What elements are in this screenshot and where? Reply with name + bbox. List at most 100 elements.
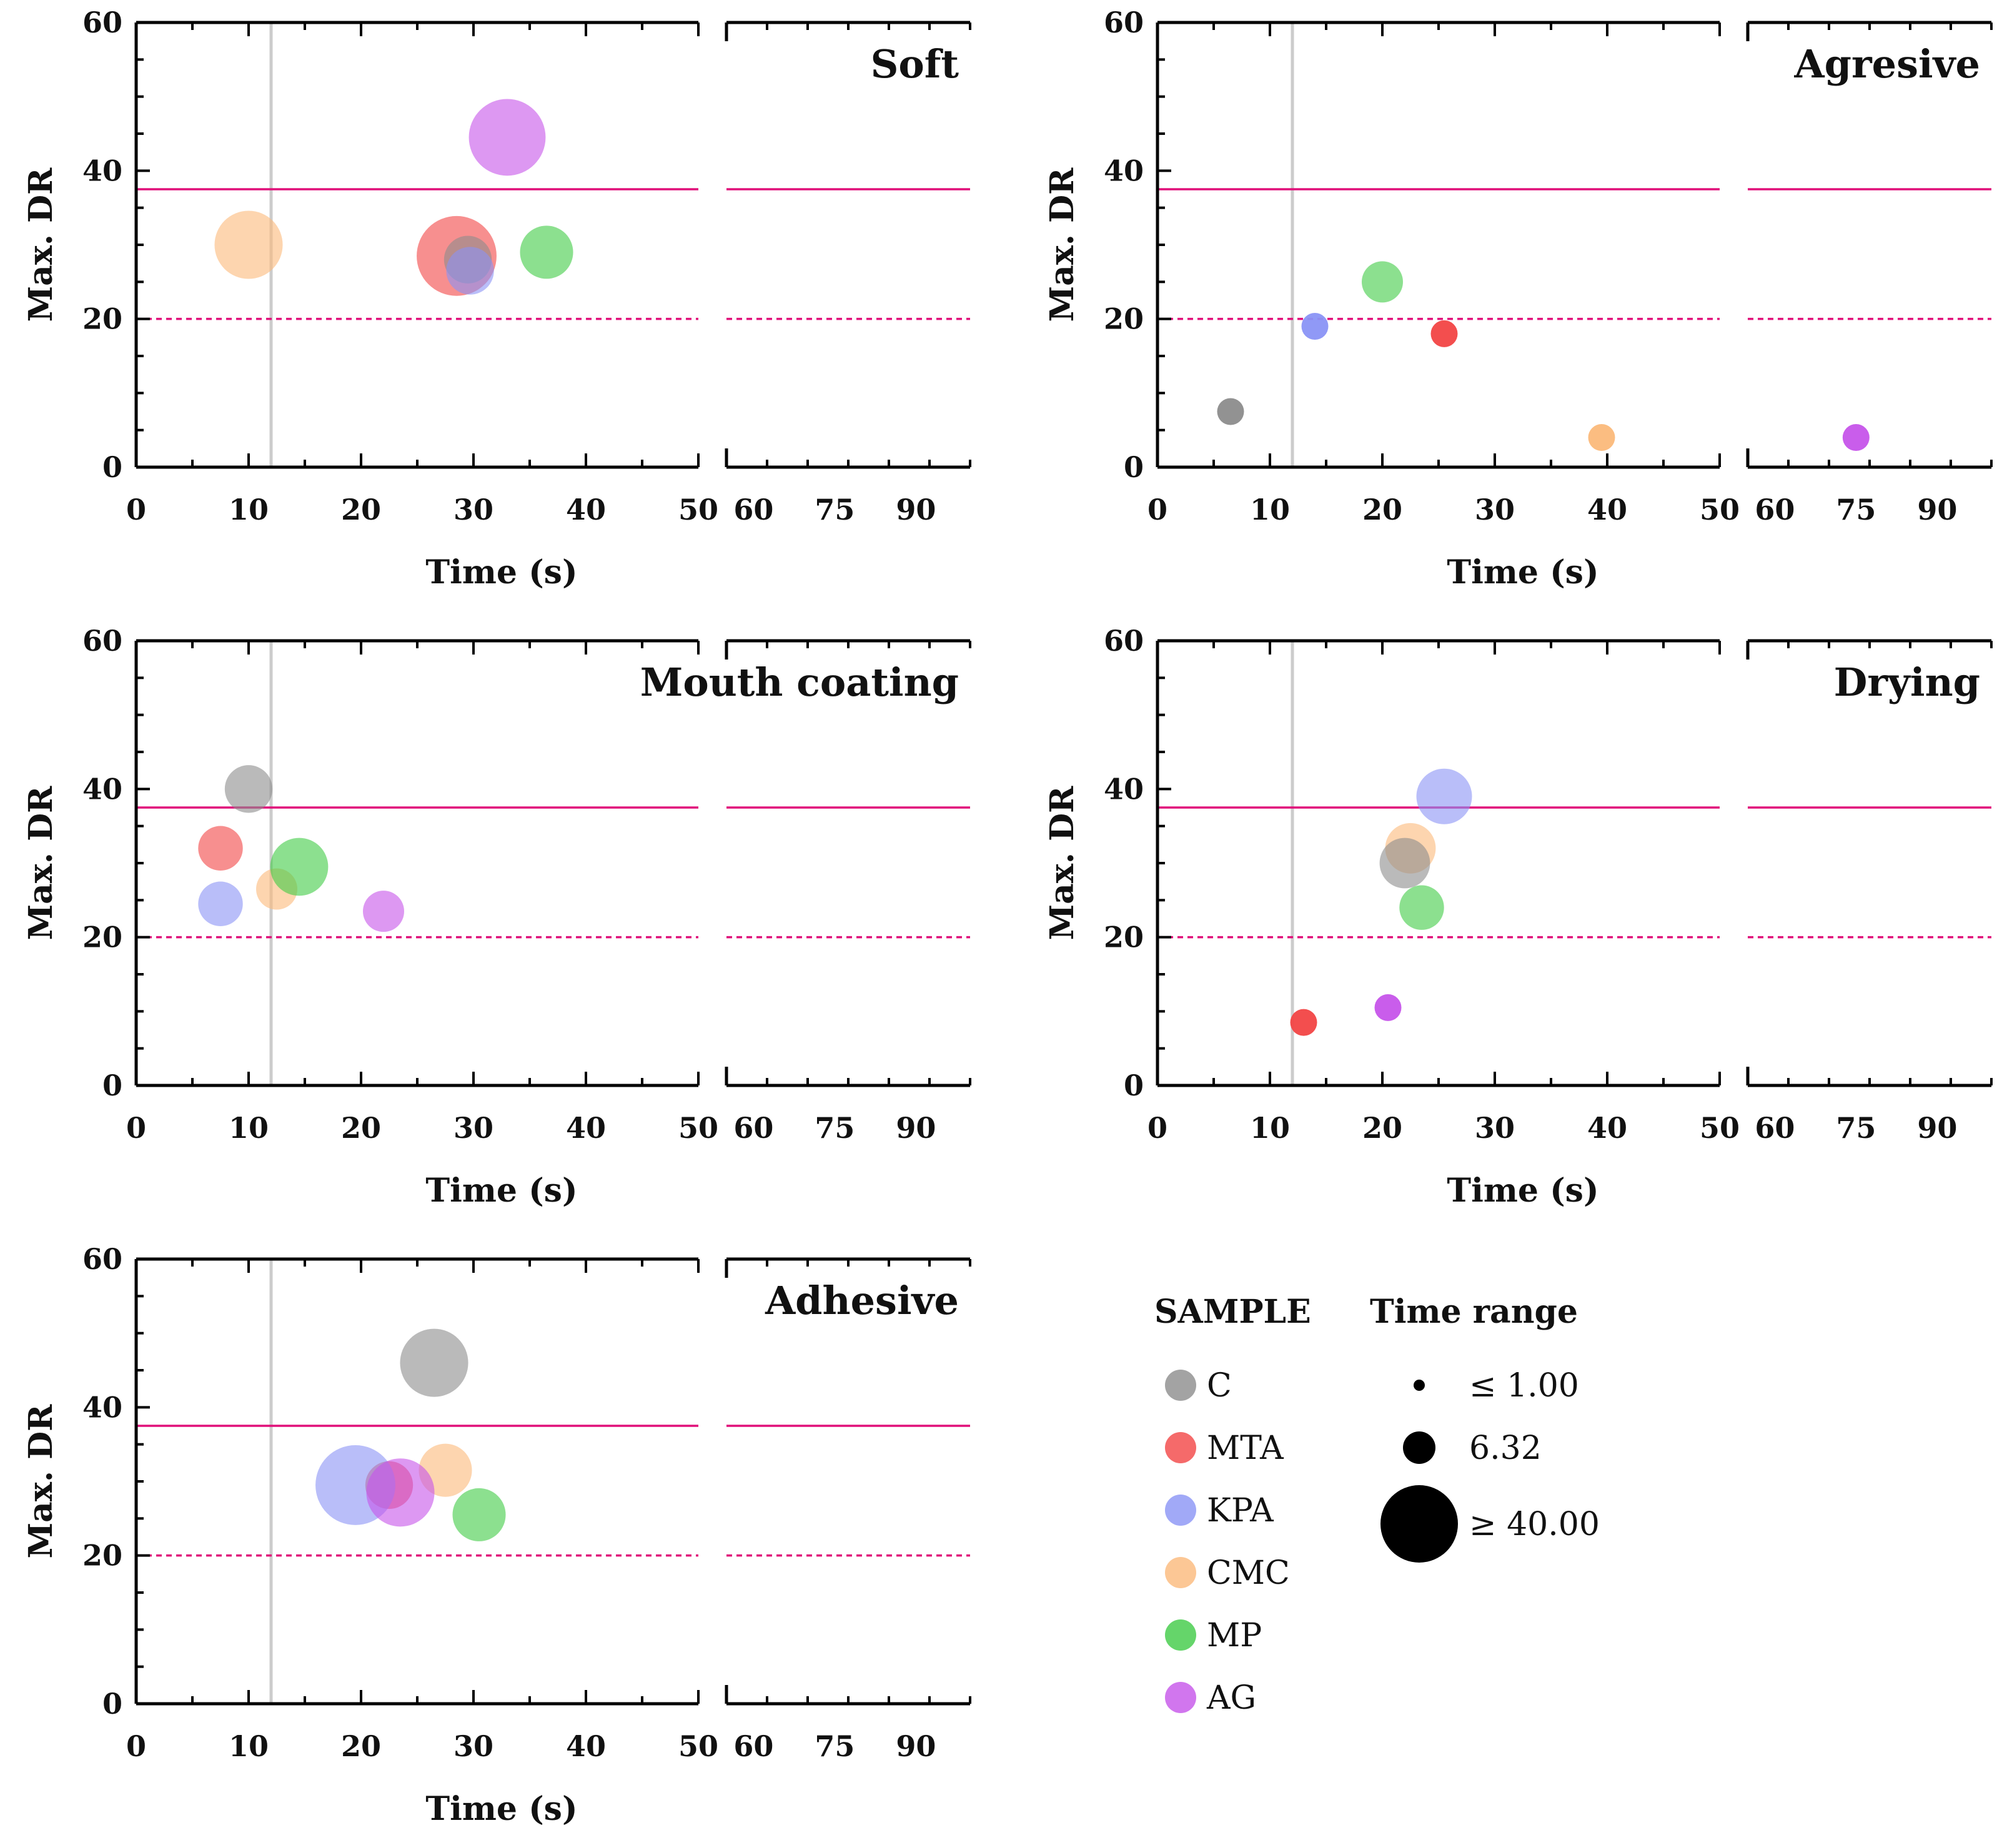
x-tick-label-broken: 75 [1836, 1111, 1876, 1145]
x-tick-label-broken: 60 [733, 493, 773, 526]
bubble-ag [1842, 424, 1870, 452]
x-tick-label: 10 [229, 1111, 269, 1145]
bubble-c [1217, 398, 1244, 425]
x-tick-label-broken: 90 [1917, 1111, 1957, 1145]
panel-title: Mouth coating [640, 660, 959, 705]
panel-soft: 0 20 40 60 0 10 20 30 40 50 60 75 90 Time (s) Max. DR S… [22, 6, 971, 591]
x-tick-label: 20 [1362, 493, 1402, 526]
x-tick-label-broken: 75 [1836, 493, 1876, 526]
x-axis-label: Time (s) [1447, 553, 1598, 591]
y-tick-label: 0 [102, 450, 122, 484]
x-tick-label-broken: 60 [733, 1729, 773, 1763]
legend-marker-ag [1165, 1682, 1196, 1713]
panel-adhesive: 0 20 40 60 0 10 20 30 40 50 60 75 90 Time (s) Max. DR A… [22, 1242, 971, 1828]
bubble-c [224, 765, 273, 813]
x-tick-label: 30 [1475, 1111, 1515, 1145]
y-tick-label: 20 [1104, 302, 1144, 336]
y-tick-label: 40 [82, 154, 122, 187]
y-tick-label: 60 [82, 624, 122, 658]
x-tick-label-broken: 90 [896, 1111, 936, 1145]
panel-title: Soft [871, 41, 959, 87]
bubble-ag [366, 1458, 435, 1527]
y-tick-label: 0 [1124, 1069, 1144, 1102]
bubble-c [1379, 838, 1430, 889]
x-tick-label: 0 [126, 1729, 146, 1763]
bubble-ag [1374, 994, 1402, 1021]
x-tick-label-broken: 75 [815, 1111, 855, 1145]
y-axis-label: Max. DR [22, 1404, 60, 1559]
x-tick-label: 30 [453, 1729, 493, 1763]
x-axis-label: Time (s) [1447, 1172, 1598, 1210]
legend-marker-c [1165, 1370, 1196, 1401]
y-tick-label: 40 [1104, 154, 1144, 187]
y-tick-label: 60 [82, 1242, 122, 1276]
bubble-kpa [1301, 313, 1329, 340]
x-tick-label: 20 [341, 1111, 381, 1145]
x-tick-label: 30 [1475, 493, 1515, 526]
bubble-kpa [1416, 768, 1472, 824]
x-tick-label: 10 [1250, 493, 1290, 526]
panel-title: Agresive [1794, 41, 1981, 87]
x-tick-label: 40 [566, 1729, 606, 1763]
legend-title-sample: SAMPLE [1154, 1293, 1311, 1331]
x-tick-label: 10 [229, 493, 269, 526]
bubble-ag [363, 891, 404, 932]
x-tick-label: 20 [341, 493, 381, 526]
bubble-cmc [1588, 424, 1615, 452]
x-tick-label-broken: 60 [1755, 493, 1795, 526]
x-tick-label: 20 [341, 1729, 381, 1763]
bubble-mp [1399, 885, 1444, 930]
legend-title-size: Time range [1370, 1293, 1578, 1331]
x-tick-label: 0 [1147, 493, 1167, 526]
x-tick-label: 40 [1587, 1111, 1627, 1145]
legend-size-label: 6.32 [1469, 1430, 1542, 1467]
x-tick-label: 10 [229, 1729, 269, 1763]
x-tick-label: 20 [1362, 1111, 1402, 1145]
bubble-kpa [446, 247, 494, 295]
bubble-mta [198, 826, 243, 871]
x-tick-label: 40 [566, 1111, 606, 1145]
legend-marker-mp [1165, 1619, 1196, 1651]
legend-label-sample: MP [1207, 1617, 1262, 1654]
x-tick-label-broken: 90 [1917, 493, 1957, 526]
bubble-mta [1290, 1009, 1317, 1036]
x-tick-label-broken: 90 [896, 493, 936, 526]
y-tick-label: 20 [82, 1539, 122, 1573]
y-tick-label: 0 [102, 1687, 122, 1721]
x-tick-label: 50 [678, 1729, 718, 1763]
legend-size-marker [1380, 1485, 1458, 1563]
legend-marker-kpa [1165, 1495, 1196, 1526]
x-tick-label: 0 [1147, 1111, 1167, 1145]
x-tick-label: 0 [126, 493, 146, 526]
panel-title: Adhesive [765, 1278, 959, 1323]
x-tick-label-broken: 75 [815, 493, 855, 526]
bubble-mp [520, 225, 573, 279]
x-tick-label: 50 [678, 1111, 718, 1145]
x-axis-label: Time (s) [425, 1790, 577, 1828]
x-tick-label: 50 [678, 493, 718, 526]
legend: SAMPLE Time range C MTA KPA CMC MP AG ≤ 1.00 6.32… [1154, 1293, 1600, 1717]
x-tick-label: 50 [1700, 1111, 1740, 1145]
x-tick-label: 30 [453, 1111, 493, 1145]
x-tick-label-broken: 75 [815, 1729, 855, 1763]
bubble-mp [270, 838, 329, 896]
legend-marker-cmc [1165, 1557, 1196, 1588]
y-tick-label: 60 [1104, 624, 1144, 658]
y-axis-label: Max. DR [1043, 167, 1081, 322]
legend-marker-mta [1165, 1432, 1196, 1463]
bubble-kpa [198, 881, 243, 926]
x-tick-label: 10 [1250, 1111, 1290, 1145]
y-tick-label: 60 [1104, 6, 1144, 39]
x-axis-label: Time (s) [425, 553, 577, 591]
x-tick-label: 40 [1587, 493, 1627, 526]
panel-agresive: 0 20 40 60 0 10 20 30 40 50 60 75 90 Time (s) Max. DR A… [1043, 6, 1993, 591]
bubble-mp [452, 1488, 506, 1541]
legend-label-sample: AG [1206, 1679, 1256, 1717]
legend-size-marker [1414, 1380, 1425, 1391]
legend-label-sample: KPA [1207, 1492, 1274, 1529]
y-tick-label: 40 [82, 1390, 122, 1424]
x-tick-label: 40 [566, 493, 606, 526]
panel-drying: 0 20 40 60 0 10 20 30 40 50 60 75 90 Time (s) Max. DR D… [1043, 624, 1993, 1210]
y-axis-label: Max. DR [22, 167, 60, 322]
bubble-mta [1430, 320, 1458, 347]
